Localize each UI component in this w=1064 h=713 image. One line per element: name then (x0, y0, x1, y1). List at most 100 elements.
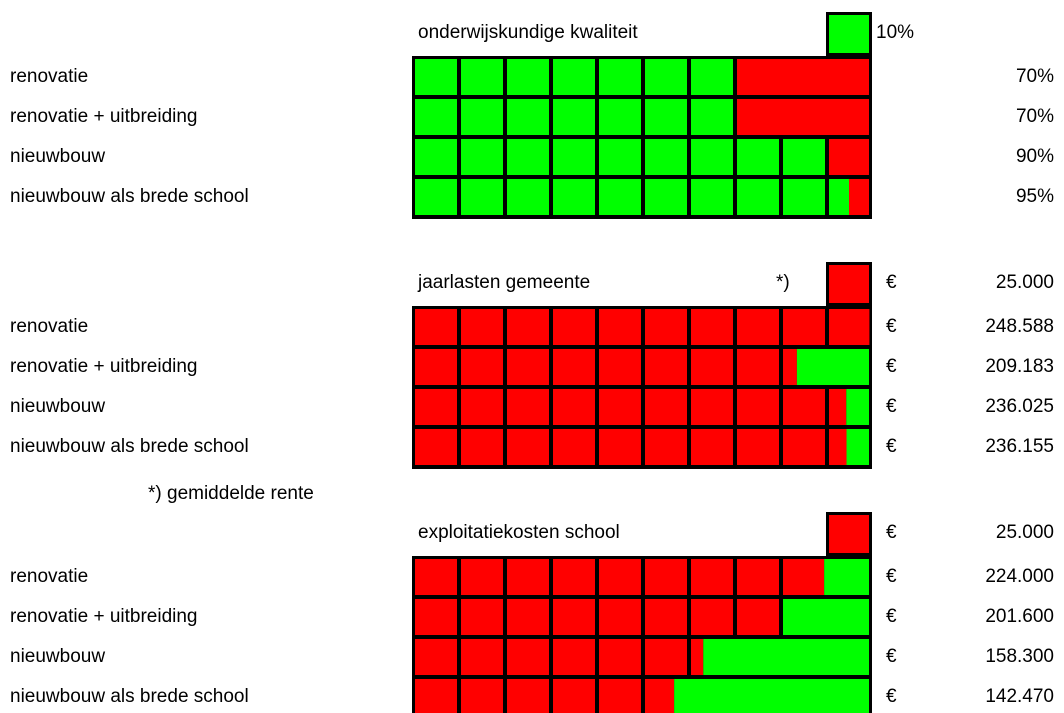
unit-cell (829, 265, 869, 303)
cell (415, 139, 457, 175)
cell-partial (829, 179, 849, 215)
cell (461, 99, 503, 135)
row-label: nieuwbouw als brede school (10, 186, 249, 207)
cell (507, 179, 549, 215)
cell-partial (645, 679, 675, 713)
cell (599, 179, 641, 215)
row-label: nieuwbouw (10, 146, 105, 167)
cell (553, 139, 595, 175)
currency: € (886, 436, 897, 457)
row-label: renovatie + uitbreiding (10, 606, 198, 627)
footnote: *) gemiddelde rente (148, 483, 314, 504)
cell (507, 429, 549, 465)
currency: € (886, 522, 897, 543)
cell (599, 429, 641, 465)
cell (599, 59, 641, 95)
cell (783, 179, 825, 215)
cell (783, 389, 825, 425)
cell (691, 599, 733, 635)
cell-rest (796, 349, 869, 385)
value-label: 70% (1016, 66, 1054, 87)
cell (645, 59, 687, 95)
row-label: renovatie + uitbreiding (10, 106, 198, 127)
cell (507, 559, 549, 595)
value-label: 142.470 (985, 686, 1054, 707)
cell-partial (691, 639, 704, 675)
cell (783, 429, 825, 465)
cell (599, 309, 641, 345)
cell (645, 99, 687, 135)
cell (461, 139, 503, 175)
cell (415, 59, 457, 95)
cell-rest (674, 679, 869, 713)
cell (507, 99, 549, 135)
unit-label: 10% (876, 22, 914, 43)
cell (737, 429, 779, 465)
cell (507, 349, 549, 385)
cell-partial (783, 349, 797, 385)
cell (737, 389, 779, 425)
unit-label: 25.000 (996, 522, 1054, 543)
cell (737, 349, 779, 385)
currency: € (886, 566, 897, 587)
cell-rest (783, 599, 869, 635)
panel-title: exploitatiekosten school (418, 522, 620, 543)
cell (553, 599, 595, 635)
cell (461, 59, 503, 95)
cell (645, 559, 687, 595)
currency: € (886, 316, 897, 337)
cell (737, 599, 779, 635)
currency: € (886, 272, 897, 293)
cell (599, 559, 641, 595)
cell (737, 309, 779, 345)
cell (553, 179, 595, 215)
cell (507, 599, 549, 635)
cell (507, 389, 549, 425)
cell (415, 679, 457, 713)
cell (737, 559, 779, 595)
cell (415, 309, 457, 345)
cell (507, 309, 549, 345)
cell (461, 349, 503, 385)
cell (691, 139, 733, 175)
row-label: renovatie (10, 66, 88, 87)
cell (691, 59, 733, 95)
cell (645, 389, 687, 425)
cell-partial (829, 429, 847, 465)
currency: € (886, 686, 897, 707)
cell (553, 429, 595, 465)
currency: € (886, 356, 897, 377)
cell-partial (783, 559, 825, 595)
cell-rest (829, 139, 869, 175)
cell (691, 559, 733, 595)
value-label: 158.300 (985, 646, 1054, 667)
cell (553, 59, 595, 95)
panel-title: onderwijskundige kwaliteit (418, 22, 638, 43)
value-label: 209.183 (985, 356, 1054, 377)
value-label: 224.000 (985, 566, 1054, 587)
unit-label: 25.000 (996, 272, 1054, 293)
cell-rest (737, 59, 869, 95)
cell (599, 389, 641, 425)
cell (553, 349, 595, 385)
cell (645, 639, 687, 675)
cell (553, 309, 595, 345)
cell (415, 429, 457, 465)
note-marker: *) (776, 272, 790, 293)
cell (737, 139, 779, 175)
cell (691, 99, 733, 135)
cell (461, 559, 503, 595)
cell-partial (829, 309, 870, 345)
cell (645, 139, 687, 175)
row-label: nieuwbouw (10, 396, 105, 417)
cell (507, 59, 549, 95)
cell (415, 179, 457, 215)
cell (461, 389, 503, 425)
cell (461, 429, 503, 465)
value-label: 248.588 (985, 316, 1054, 337)
cell (645, 349, 687, 385)
cell (599, 99, 641, 135)
cell-rest (846, 389, 869, 425)
value-label: 95% (1016, 186, 1054, 207)
cell-rest (849, 179, 869, 215)
